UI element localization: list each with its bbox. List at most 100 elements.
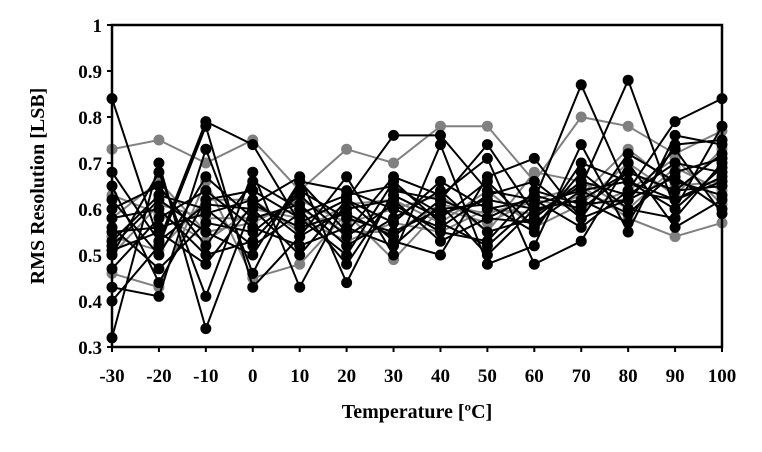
data-point — [153, 180, 165, 192]
y-tick-label: 0.4 — [78, 292, 102, 313]
data-point — [247, 175, 259, 187]
data-point — [388, 180, 400, 192]
data-point — [481, 120, 493, 132]
y-tick-label: 0.8 — [78, 108, 102, 129]
data-point — [247, 198, 259, 210]
data-point — [669, 185, 681, 197]
y-tick-label: 0.7 — [78, 154, 102, 175]
data-point — [434, 194, 446, 206]
series-line — [111, 139, 723, 270]
data-point — [153, 235, 165, 247]
data-point — [200, 185, 212, 197]
data-point — [575, 157, 587, 169]
data-point — [153, 226, 165, 238]
data-point — [622, 226, 634, 238]
data-point — [434, 129, 446, 141]
data-point — [528, 240, 540, 252]
data-point — [247, 267, 259, 279]
y-tick-label: 0.9 — [78, 62, 102, 83]
data-point — [669, 157, 681, 169]
data-point — [153, 134, 165, 146]
data-point — [575, 221, 587, 233]
data-point — [622, 120, 634, 132]
data-point — [575, 185, 587, 197]
data-point — [200, 203, 212, 215]
data-point — [434, 139, 446, 151]
data-point — [153, 263, 165, 275]
x-axis-title: Temperature [ºC] — [342, 401, 492, 423]
x-tick-label: 10 — [290, 366, 309, 387]
data-point — [294, 249, 306, 261]
data-point — [388, 198, 400, 210]
data-point — [622, 203, 634, 215]
x-tick-label: 50 — [478, 366, 497, 387]
y-tick-label: 0.5 — [78, 246, 102, 267]
data-point — [341, 208, 353, 220]
data-point — [388, 157, 400, 169]
data-point — [247, 226, 259, 238]
data-point — [200, 143, 212, 155]
x-tick-label: 40 — [431, 366, 450, 387]
x-tick-label: 90 — [666, 366, 685, 387]
data-point — [434, 235, 446, 247]
data-point — [341, 240, 353, 252]
data-point — [153, 290, 165, 302]
data-point — [575, 79, 587, 91]
data-point — [200, 249, 212, 261]
data-point — [200, 240, 212, 252]
data-point — [481, 152, 493, 164]
data-point — [388, 217, 400, 229]
data-point — [200, 290, 212, 302]
data-point — [388, 249, 400, 261]
series-layer — [106, 74, 728, 344]
data-point — [247, 212, 259, 224]
data-point — [528, 175, 540, 187]
data-point — [434, 185, 446, 197]
series-line — [111, 82, 723, 245]
series-line — [111, 171, 723, 248]
data-point — [669, 212, 681, 224]
data-point — [341, 277, 353, 289]
data-point — [481, 212, 493, 224]
series-line — [111, 161, 723, 257]
series-line — [111, 153, 723, 243]
data-point — [575, 166, 587, 178]
data-point — [669, 171, 681, 183]
data-point — [294, 189, 306, 201]
data-point — [341, 189, 353, 201]
data-point — [669, 194, 681, 206]
y-axis-ticks: 0.3 0.4 0.5 0.6 0.7 0.8 0.9 1 — [78, 16, 112, 359]
x-tick-label: 60 — [525, 366, 544, 387]
series-line — [111, 171, 723, 257]
data-point — [575, 111, 587, 123]
data-point — [481, 203, 493, 215]
data-point — [481, 194, 493, 206]
data-point — [622, 185, 634, 197]
data-point — [669, 116, 681, 128]
data-point — [575, 139, 587, 151]
data-point — [200, 120, 212, 132]
data-point — [200, 217, 212, 229]
data-point — [528, 258, 540, 270]
data-point — [481, 258, 493, 270]
data-point — [341, 258, 353, 270]
data-point — [434, 120, 446, 132]
data-point — [528, 166, 540, 178]
data-point — [341, 221, 353, 233]
data-point — [247, 139, 259, 151]
y-axis-title: RMS Resolution [LSB] — [27, 88, 49, 285]
data-point — [434, 226, 446, 238]
y-tick-label: 0.3 — [78, 338, 102, 359]
x-tick-label: -30 — [99, 366, 124, 387]
data-point — [481, 175, 493, 187]
data-point — [247, 166, 259, 178]
data-point — [153, 212, 165, 224]
data-point — [575, 235, 587, 247]
data-point — [294, 221, 306, 233]
data-point — [481, 235, 493, 247]
data-point — [622, 217, 634, 229]
data-point — [622, 148, 634, 160]
data-point — [434, 208, 446, 220]
data-point — [575, 194, 587, 206]
